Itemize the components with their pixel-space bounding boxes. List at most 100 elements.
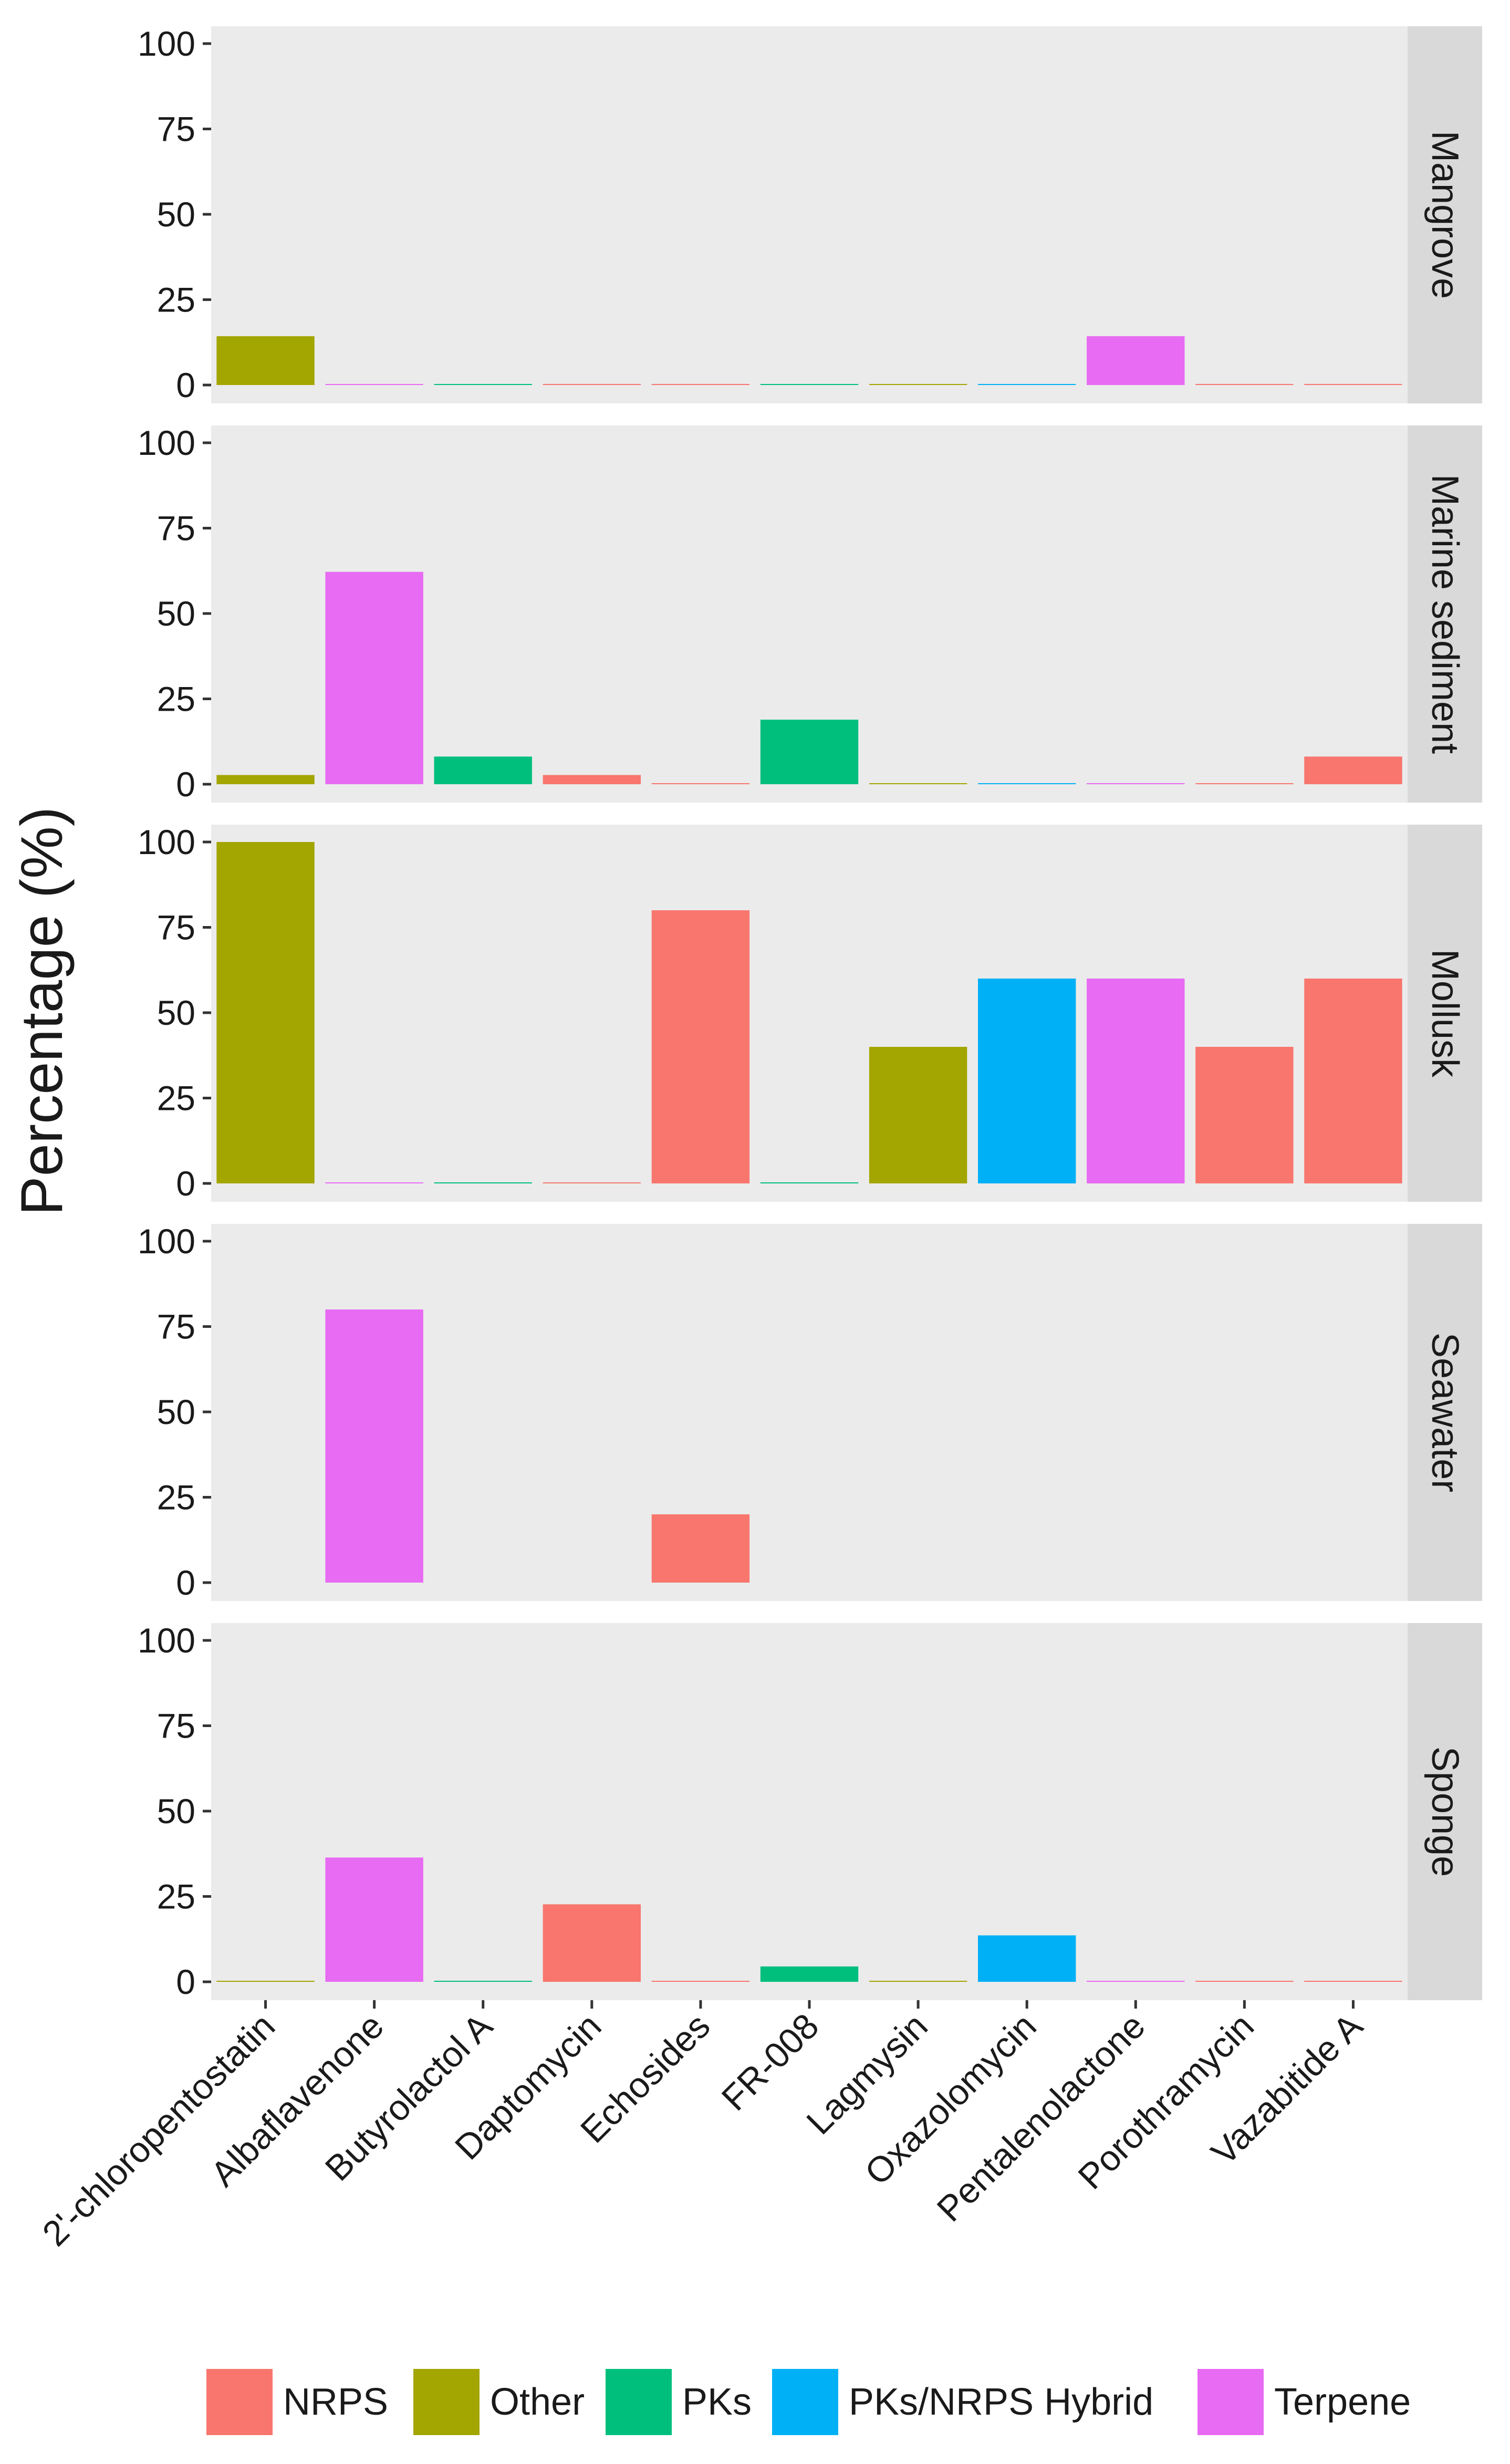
y-tick-label: 75 (157, 908, 195, 947)
bar-mangrove-pentalenolactone (1087, 336, 1185, 385)
facet-strip (1408, 26, 1482, 403)
facet-strip (1408, 425, 1482, 803)
y-tick-label: 100 (138, 823, 195, 861)
y-tick-label: 25 (157, 1079, 195, 1118)
bar-mangrove-vazabitide-a (1304, 384, 1402, 385)
bar-sponge-lagmysin (869, 1981, 967, 1982)
legend-key (606, 2369, 672, 2435)
bar-seawater-echosides (651, 1514, 750, 1583)
bar-mollusk-pentalenolactone (1087, 979, 1185, 1183)
x-tick-label: FR-008 (714, 2006, 827, 2118)
legend-label: Terpene (1274, 2381, 1411, 2423)
y-tick-label: 0 (176, 1962, 195, 2001)
facet-strip (1408, 1623, 1482, 2000)
y-tick-label: 75 (157, 1707, 195, 1745)
bar-mangrove-porothramycin (1195, 384, 1294, 385)
bar-marine-sediment-butyrolactol-a (434, 756, 532, 784)
y-tick-label: 0 (176, 1563, 195, 1602)
bar-seawater-albaflavenone (325, 1309, 423, 1583)
bar-marine-sediment-daptomycin (543, 775, 641, 784)
facet-panels: Mangrove 0 25 50 75 100 Marine sediment 0 25 50 75… (138, 24, 1482, 2001)
y-axis-title: Percentage (%) (9, 807, 75, 1215)
bar-sponge-pentalenolactone (1087, 1981, 1185, 1982)
legend-item-other: Other (413, 2369, 585, 2435)
panel-background (211, 26, 1408, 403)
bar-mangrove-echosides (651, 384, 750, 385)
legend: NRPS Other PKs PKs/NRPS Hybrid Terpene (206, 2369, 1411, 2435)
bar-mollusk-albaflavenone (325, 1182, 423, 1183)
bar-marine-sediment-pentalenolactone (1087, 783, 1185, 784)
x-axis: 2'-chloropentostatinAlbaflavenoneButyrol… (35, 2000, 1371, 2254)
bar-sponge-porothramycin (1195, 1981, 1294, 1982)
legend-label: PKs (682, 2381, 752, 2423)
bar-mollusk-oxazolomycin (977, 979, 1076, 1183)
panel-mollusk: Mollusk 0 25 50 75 100 (138, 823, 1482, 1203)
panel-seawater: Seawater 0 25 50 75 100 (138, 1222, 1482, 1602)
y-tick-label: 100 (138, 1222, 195, 1261)
legend-label: NRPS (283, 2381, 388, 2423)
bar-sponge-butyrolactol-a (434, 1981, 532, 1982)
bar-mangrove-2-chloropentostatin (216, 336, 315, 385)
legend-item-pks: PKs (606, 2369, 752, 2435)
legend-item-terpene: Terpene (1197, 2369, 1411, 2435)
y-tick-label: 25 (157, 1478, 195, 1517)
bar-sponge-vazabitide-a (1304, 1981, 1402, 1982)
bar-mangrove-albaflavenone (325, 384, 423, 385)
bar-sponge-oxazolomycin (977, 1935, 1076, 1982)
bar-mollusk-fr-008 (760, 1182, 859, 1183)
legend-key (413, 2369, 480, 2435)
bar-marine-sediment-albaflavenone (325, 571, 423, 784)
bar-mollusk-daptomycin (543, 1182, 641, 1183)
bar-mangrove-daptomycin (543, 384, 641, 385)
bar-mangrove-fr-008 (760, 384, 859, 385)
y-tick-label: 0 (176, 765, 195, 804)
x-tick-label: Pentalenolactone (930, 2006, 1153, 2229)
legend-key (772, 2369, 838, 2435)
bar-mollusk-vazabitide-a (1304, 979, 1402, 1183)
bar-marine-sediment-oxazolomycin (977, 783, 1076, 784)
bar-marine-sediment-fr-008 (760, 720, 859, 784)
bar-mollusk-2-chloropentostatin (216, 842, 315, 1183)
y-tick-label: 0 (176, 1164, 195, 1203)
bar-mollusk-butyrolactol-a (434, 1182, 532, 1183)
legend-key (1197, 2369, 1264, 2435)
legend-label: Other (490, 2381, 585, 2423)
bar-sponge-albaflavenone (325, 1857, 423, 1982)
legend-label: PKs/NRPS Hybrid (849, 2381, 1153, 2423)
y-tick-label: 50 (157, 594, 195, 633)
legend-key (206, 2369, 273, 2435)
y-tick-label: 75 (157, 509, 195, 548)
bar-mollusk-lagmysin (869, 1047, 967, 1183)
bar-marine-sediment-echosides (651, 783, 750, 784)
panel-marine-sediment: Marine sediment 0 25 50 75 100 (138, 423, 1482, 804)
facet-strip (1408, 825, 1482, 1202)
y-tick-label: 100 (138, 24, 195, 63)
facet-strip-label: Sponge (1424, 1746, 1466, 1877)
y-tick-label: 50 (157, 195, 195, 234)
panel-sponge: Sponge 0 25 50 75 100 (138, 1621, 1482, 2001)
y-tick-label: 25 (157, 280, 195, 319)
bar-marine-sediment-2-chloropentostatin (216, 775, 315, 784)
bar-mangrove-butyrolactol-a (434, 384, 532, 385)
panel-mangrove: Mangrove 0 25 50 75 100 (138, 24, 1482, 404)
facet-strip (1408, 1224, 1482, 1601)
facet-strip-label: Mollusk (1424, 949, 1466, 1078)
bar-marine-sediment-vazabitide-a (1304, 756, 1402, 784)
facet-strip-label: Marine sediment (1424, 474, 1466, 754)
bar-sponge-2-chloropentostatin (216, 1981, 315, 1982)
bar-mangrove-oxazolomycin (977, 384, 1076, 385)
legend-item-pks-nrps-hybrid: PKs/NRPS Hybrid (772, 2369, 1153, 2435)
facet-strip-label: Seawater (1424, 1333, 1466, 1492)
bar-sponge-echosides (651, 1981, 750, 1982)
y-tick-label: 25 (157, 1877, 195, 1916)
bar-marine-sediment-porothramycin (1195, 783, 1294, 784)
facet-strip-label: Mangrove (1424, 131, 1466, 299)
bar-mollusk-porothramycin (1195, 1047, 1294, 1183)
y-tick-label: 75 (157, 110, 195, 149)
y-tick-label: 25 (157, 680, 195, 719)
bar-sponge-fr-008 (760, 1966, 859, 1982)
bar-mangrove-lagmysin (869, 384, 967, 385)
y-tick-label: 0 (176, 366, 195, 404)
bar-mollusk-echosides (651, 910, 750, 1183)
